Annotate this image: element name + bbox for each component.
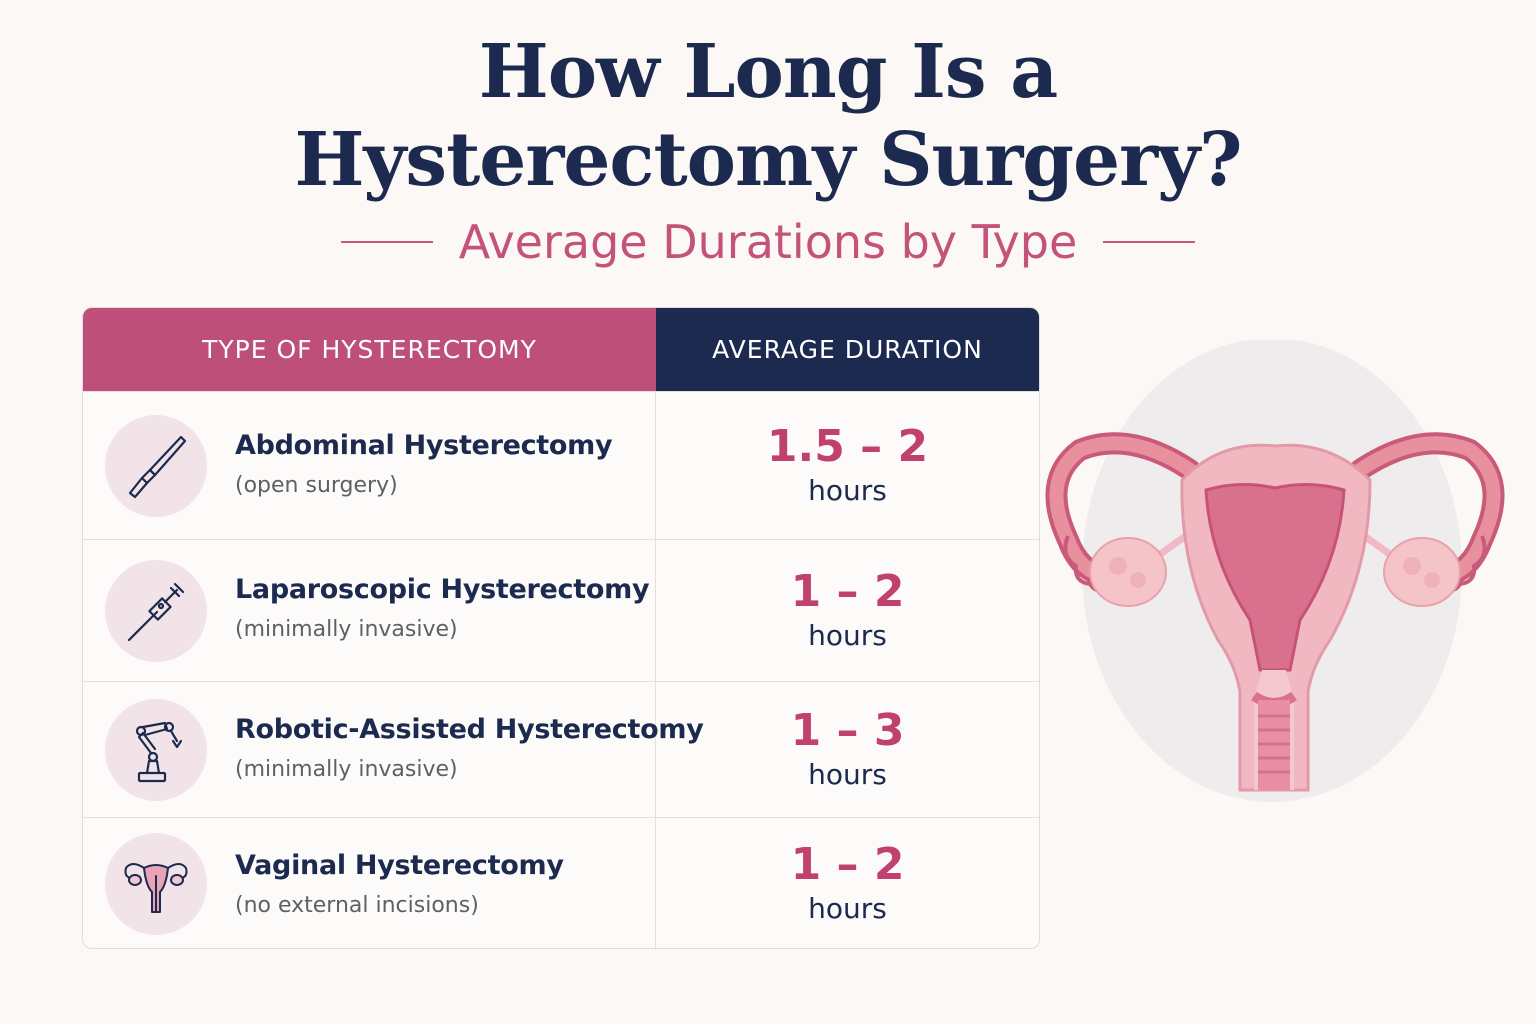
type-text: Vaginal Hysterectomy (no external incisi…: [235, 850, 564, 918]
left-divider: [340, 241, 433, 243]
right-divider: [1103, 241, 1196, 243]
header-type: TYPE OF HYSTERECTOMY: [83, 308, 656, 391]
type-note: (minimally invasive): [235, 617, 458, 642]
type-text: Robotic-Assisted Hysterectomy (minimally…: [235, 714, 704, 782]
type-cell: Abdominal Hysterectomy (open surgery): [83, 392, 656, 539]
duration-range: 1 – 2: [790, 565, 905, 617]
duration-unit: hours: [808, 757, 887, 791]
subtitle: Average Durations by Type: [458, 215, 1078, 269]
type-note: (open surgery): [235, 473, 398, 498]
type-cell: Vaginal Hysterectomy (no external incisi…: [83, 818, 656, 948]
page-title: How Long Is a Hysterectomy Surgery?: [0, 28, 1536, 204]
table-row: Abdominal Hysterectomy (open surgery) 1.…: [83, 391, 1039, 539]
type-name: Vaginal Hysterectomy: [235, 850, 564, 881]
duration-range: 1 – 2: [790, 839, 905, 890]
robotic-arm-icon: [105, 698, 207, 801]
laparoscope-icon: [105, 559, 207, 662]
uterus-icon: [105, 833, 207, 935]
type-name: Robotic-Assisted Hysterectomy: [235, 714, 704, 745]
duration-unit: hours: [808, 892, 887, 925]
table-row: Vaginal Hysterectomy (no external incisi…: [83, 817, 1039, 948]
scalpel-icon: [105, 414, 207, 517]
duration-cell: 1.5 – 2 hours: [656, 392, 1039, 539]
uterus-illustration: [1040, 338, 1520, 820]
type-note: (minimally invasive): [235, 757, 458, 782]
header-duration: AVERAGE DURATION: [656, 308, 1039, 391]
duration-range: 1 – 3: [790, 704, 905, 756]
duration-cell: 1 – 3 hours: [656, 682, 1039, 817]
type-cell: Laparoscopic Hysterectomy (minimally inv…: [83, 540, 656, 681]
duration-cell: 1 – 2 hours: [656, 540, 1039, 681]
title-line-1: How Long Is a: [478, 29, 1058, 115]
table-row: Laparoscopic Hysterectomy (minimally inv…: [83, 539, 1039, 681]
duration-cell: 1 – 2 hours: [656, 818, 1039, 948]
subtitle-row: Average Durations by Type: [0, 212, 1536, 272]
duration-unit: hours: [808, 618, 887, 652]
table-row: Robotic-Assisted Hysterectomy (minimally…: [83, 681, 1039, 817]
type-cell: Robotic-Assisted Hysterectomy (minimally…: [83, 682, 704, 817]
title-line-2: Hysterectomy Surgery?: [294, 117, 1243, 203]
duration-range: 1.5 – 2: [766, 420, 929, 472]
type-text: Laparoscopic Hysterectomy (minimally inv…: [235, 574, 650, 642]
table-header: TYPE OF HYSTERECTOMY AVERAGE DURATION: [83, 308, 1039, 391]
type-note: (no external incisions): [235, 893, 479, 918]
type-name: Abdominal Hysterectomy: [235, 430, 613, 461]
type-text: Abdominal Hysterectomy (open surgery): [235, 430, 613, 498]
type-name: Laparoscopic Hysterectomy: [235, 574, 650, 605]
duration-unit: hours: [808, 473, 887, 507]
duration-table: TYPE OF HYSTERECTOMY AVERAGE DURATION Ab…: [82, 307, 1040, 949]
